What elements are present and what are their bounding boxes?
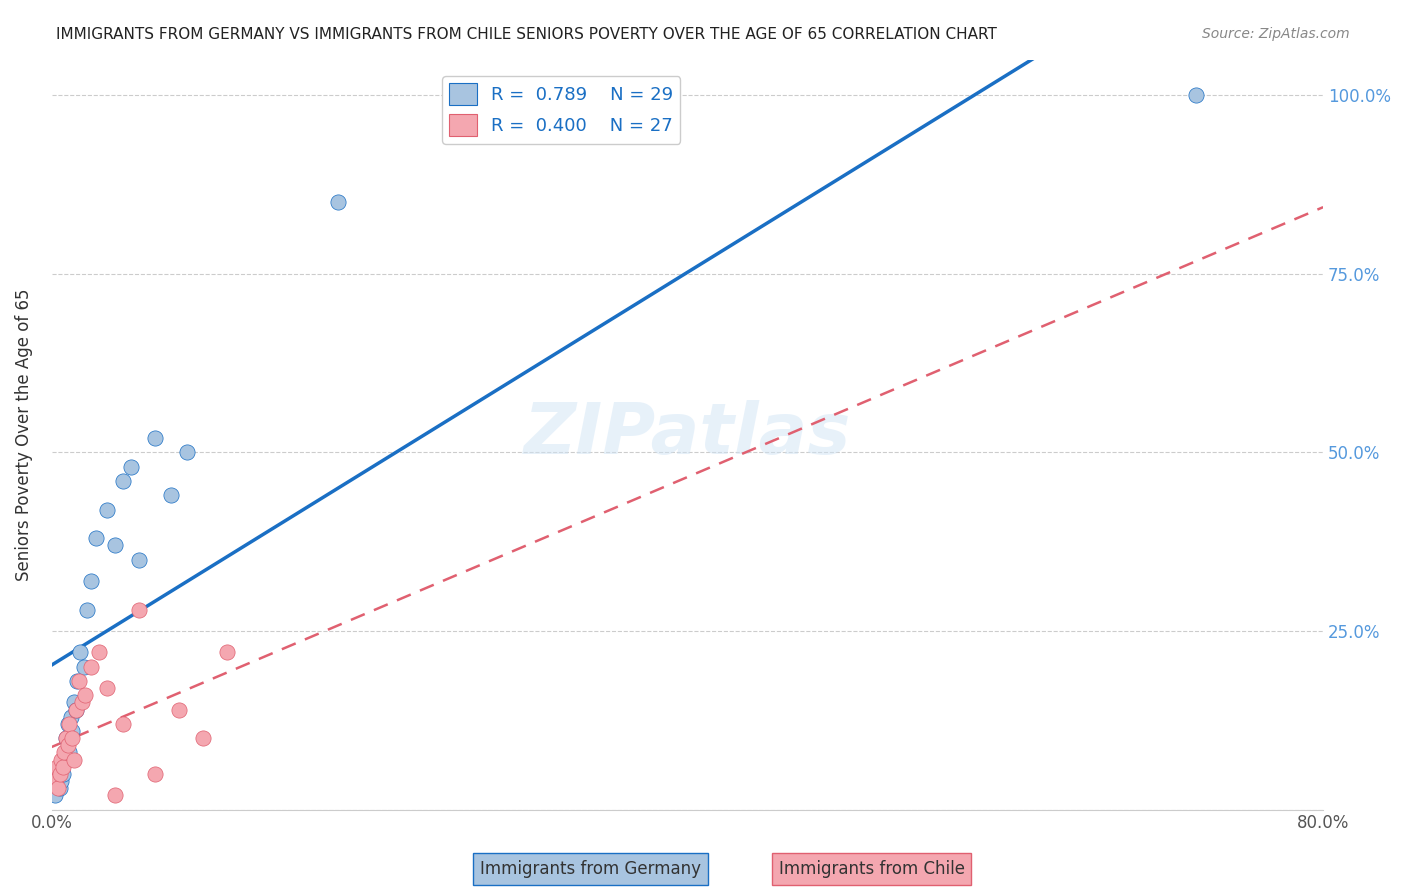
Point bbox=[326, 195, 349, 210]
Text: Immigrants from Chile: Immigrants from Chile bbox=[779, 860, 965, 878]
Point bbox=[65, 702, 87, 716]
Point bbox=[62, 731, 84, 745]
Point bbox=[69, 645, 91, 659]
Point bbox=[84, 531, 107, 545]
Point bbox=[66, 673, 89, 688]
Point bbox=[96, 502, 118, 516]
Point bbox=[65, 702, 87, 716]
Point bbox=[46, 781, 69, 796]
Point bbox=[70, 695, 93, 709]
Point bbox=[56, 738, 79, 752]
Point bbox=[62, 723, 84, 738]
Point bbox=[96, 681, 118, 695]
Point bbox=[75, 688, 97, 702]
Point bbox=[80, 574, 103, 588]
Text: Immigrants from Germany: Immigrants from Germany bbox=[479, 860, 702, 878]
Point bbox=[89, 645, 111, 659]
Point bbox=[44, 789, 66, 803]
Point bbox=[143, 767, 166, 781]
Point bbox=[48, 781, 70, 796]
Point bbox=[58, 716, 80, 731]
Point bbox=[143, 431, 166, 445]
Point bbox=[160, 488, 183, 502]
Point bbox=[44, 774, 66, 789]
Point bbox=[80, 659, 103, 673]
Point bbox=[56, 716, 79, 731]
Point bbox=[104, 538, 127, 552]
Point bbox=[53, 745, 76, 759]
Point bbox=[63, 695, 86, 709]
Point bbox=[191, 731, 214, 745]
Point bbox=[51, 774, 73, 789]
Y-axis label: Seniors Poverty Over the Age of 65: Seniors Poverty Over the Age of 65 bbox=[15, 288, 32, 581]
Point bbox=[112, 716, 135, 731]
Point bbox=[42, 767, 65, 781]
Point bbox=[104, 789, 127, 803]
Text: IMMIGRANTS FROM GERMANY VS IMMIGRANTS FROM CHILE SENIORS POVERTY OVER THE AGE OF: IMMIGRANTS FROM GERMANY VS IMMIGRANTS FR… bbox=[56, 27, 997, 42]
Point bbox=[63, 753, 86, 767]
Point bbox=[59, 709, 82, 723]
Point bbox=[52, 760, 75, 774]
Point bbox=[55, 731, 77, 745]
Point bbox=[1185, 88, 1208, 103]
Point bbox=[48, 767, 70, 781]
Text: Source: ZipAtlas.com: Source: ZipAtlas.com bbox=[1202, 27, 1350, 41]
Point bbox=[176, 445, 198, 459]
Point bbox=[76, 602, 98, 616]
Point bbox=[167, 702, 190, 716]
Point bbox=[120, 459, 142, 474]
Point bbox=[67, 673, 90, 688]
Point bbox=[55, 731, 77, 745]
Point bbox=[53, 753, 76, 767]
Point bbox=[128, 552, 150, 566]
Point bbox=[52, 767, 75, 781]
Legend: R =  0.789    N = 29, R =  0.400    N = 27: R = 0.789 N = 29, R = 0.400 N = 27 bbox=[443, 76, 681, 144]
Point bbox=[45, 760, 67, 774]
Point bbox=[215, 645, 238, 659]
Point bbox=[51, 753, 73, 767]
Point bbox=[72, 659, 94, 673]
Point bbox=[58, 745, 80, 759]
Point bbox=[112, 474, 135, 488]
Point bbox=[45, 767, 67, 781]
Text: ZIPatlas: ZIPatlas bbox=[524, 401, 851, 469]
Point bbox=[128, 602, 150, 616]
